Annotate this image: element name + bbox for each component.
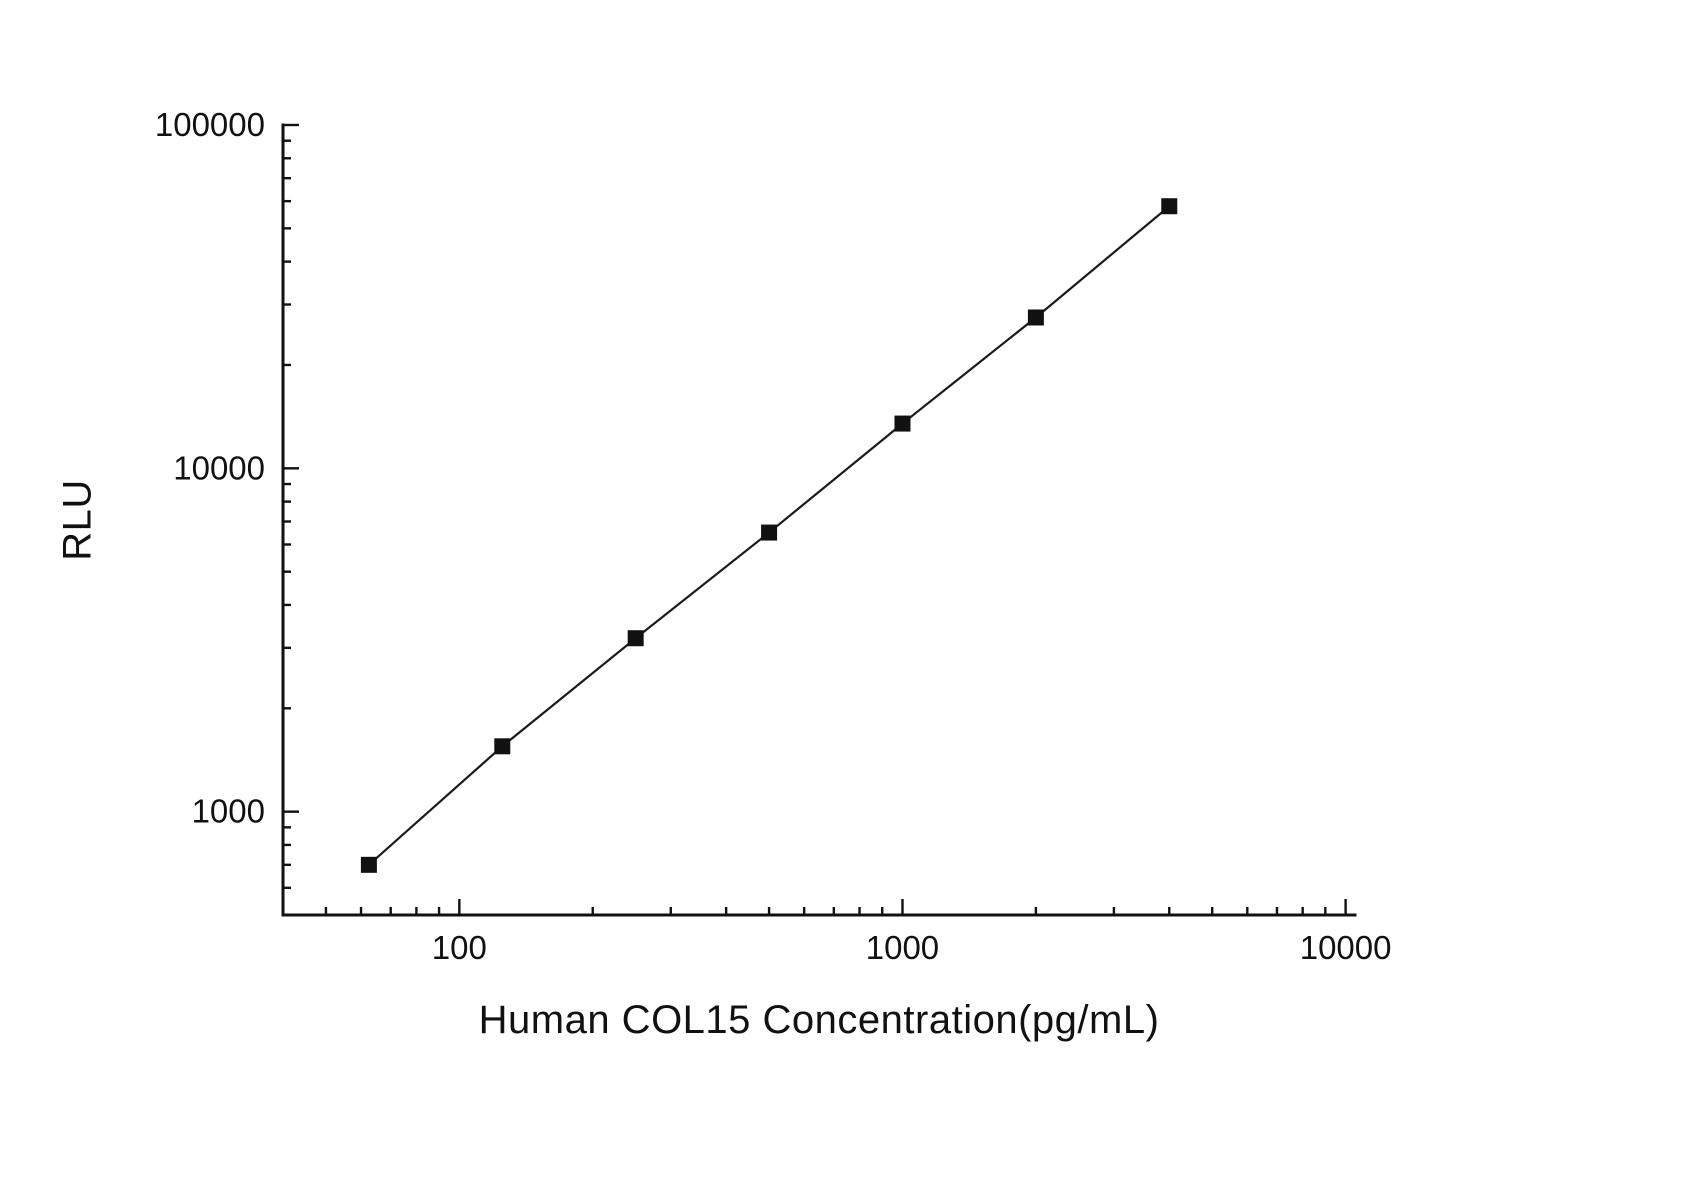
tick-labels: 100 1000 10000 1000 10000 100000	[155, 106, 1392, 966]
data-point	[1161, 198, 1178, 215]
y-tick-label: 1000	[192, 793, 265, 830]
y-axis-label: RLU	[55, 479, 100, 561]
data-point	[894, 415, 911, 432]
ticks	[283, 123, 1347, 915]
x-tick-label: 10000	[1300, 929, 1392, 966]
y-tick-label: 100000	[155, 106, 265, 143]
axes	[281, 123, 1357, 917]
data-point	[494, 738, 511, 755]
y-tick-label: 10000	[173, 449, 265, 486]
x-axis-label: Human COL15 Concentration(pg/mL)	[478, 998, 1160, 1042]
series-points	[360, 198, 1178, 873]
data-point	[360, 856, 377, 873]
data-point	[1027, 309, 1044, 326]
data-point	[761, 524, 778, 541]
data-point	[627, 630, 644, 647]
x-tick-label: 1000	[866, 929, 939, 966]
x-tick-label: 100	[432, 929, 487, 966]
